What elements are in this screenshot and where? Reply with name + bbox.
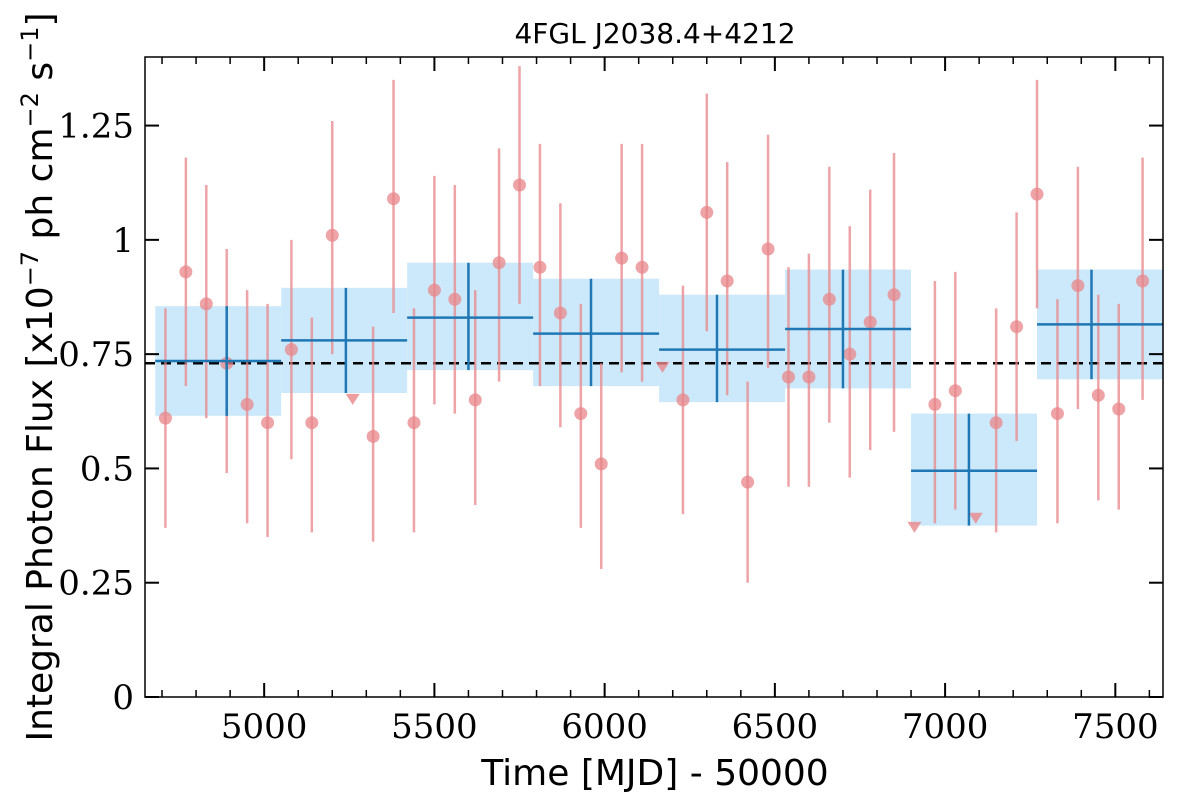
data-point-16 xyxy=(492,256,506,270)
y-axis-title-exp3: −1 xyxy=(16,27,44,62)
data-point-31 xyxy=(802,370,816,384)
upper-limit-marker-24 xyxy=(655,361,670,373)
data-point-12 xyxy=(407,416,421,430)
y-tick-label: 0 xyxy=(112,678,134,718)
chart-title: 4FGL J2038.4+4212 xyxy=(514,17,795,50)
y-tick-label: 0.25 xyxy=(58,564,134,604)
data-point-30 xyxy=(781,370,795,384)
y-axis-title-end: ] xyxy=(20,12,61,26)
data-point-26 xyxy=(700,205,714,219)
data-point-11 xyxy=(387,192,401,206)
y-tick-label: 0.5 xyxy=(80,449,134,489)
x-tick-label: 5000 xyxy=(221,707,308,747)
data-point-4 xyxy=(240,397,254,411)
data-point-0 xyxy=(158,411,172,425)
x-axis-title: Time [MJD] - 50000 xyxy=(480,753,828,794)
data-point-45 xyxy=(1091,388,1105,402)
data-point-19 xyxy=(553,306,567,320)
data-point-8 xyxy=(325,228,339,242)
data-point-47 xyxy=(1136,274,1150,288)
data-point-29 xyxy=(761,242,775,256)
y-tick-label: 0.75 xyxy=(58,335,134,375)
x-tick-label: 6000 xyxy=(561,707,648,747)
data-point-17 xyxy=(513,178,527,192)
y-axis-title-mid2: s xyxy=(20,62,61,92)
upper-limit-marker-36 xyxy=(907,521,922,533)
x-axis: 5000 5500 6000 6500 7000 7500 xyxy=(161,57,1159,747)
plot-frame xyxy=(144,56,1164,698)
y-axis-title-exp1: −7 xyxy=(16,251,44,286)
data-point-1 xyxy=(179,265,193,279)
data-point-22 xyxy=(615,251,629,265)
x-tick-label: 5500 xyxy=(391,707,478,747)
y-axis-title-main: Integral Photon Flux [x10 xyxy=(20,286,61,741)
data-point-15 xyxy=(468,393,482,407)
data-point-44 xyxy=(1071,279,1085,293)
data-point-32 xyxy=(822,292,836,306)
y-axis-title-exp2: −2 xyxy=(16,92,44,127)
x-tick-label: 7500 xyxy=(1072,707,1159,747)
upper-limit-marker-39 xyxy=(968,512,983,524)
data-point-10 xyxy=(366,429,380,443)
y-axis-title-mid: ph cm xyxy=(20,127,61,250)
data-point-21 xyxy=(594,457,608,471)
x-tick-label: 7000 xyxy=(902,707,989,747)
data-point-14 xyxy=(448,292,462,306)
data-point-42 xyxy=(1030,187,1044,201)
data-point-6 xyxy=(284,343,298,357)
upper-limit-marker-9 xyxy=(345,393,360,405)
data-point-35 xyxy=(887,288,901,302)
data-point-34 xyxy=(863,315,877,329)
data-point-13 xyxy=(427,283,441,297)
data-point-25 xyxy=(676,393,690,407)
data-point-40 xyxy=(989,416,1003,430)
data-point-7 xyxy=(305,416,319,430)
x-tick-label: 6500 xyxy=(732,707,819,747)
data-point-43 xyxy=(1050,407,1064,421)
data-point-33 xyxy=(843,347,857,361)
data-point-27 xyxy=(720,274,734,288)
data-point-20 xyxy=(574,407,588,421)
data-point-28 xyxy=(741,475,755,489)
y-tick-label: 1.25 xyxy=(58,107,134,147)
data-point-23 xyxy=(635,260,649,274)
y-axis-title: Integral Photon Flux [x10−7 ph cm−2 s−1] xyxy=(16,12,61,741)
data-point-2 xyxy=(199,297,213,311)
plot-area: 5000 5500 6000 6500 7000 7500 0 0.25 0.5 0.75 1 1.2… xyxy=(58,56,1164,747)
data-point-46 xyxy=(1112,402,1126,416)
data-point-41 xyxy=(1010,320,1024,334)
data-point-5 xyxy=(261,416,275,430)
data-point-38 xyxy=(948,384,962,398)
data-point-37 xyxy=(928,397,942,411)
y-axis: 0 0.25 0.5 0.75 1 1.25 xyxy=(58,107,1163,718)
data-point-18 xyxy=(533,260,547,274)
y-tick-label: 1 xyxy=(112,221,134,261)
